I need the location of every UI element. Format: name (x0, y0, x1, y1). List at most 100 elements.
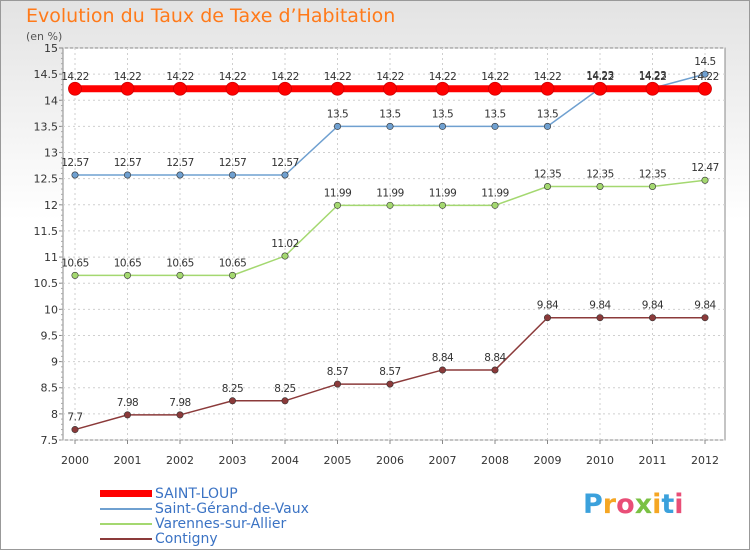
x-tick-label: 2008 (481, 454, 509, 467)
data-label: 7.98 (169, 397, 190, 409)
data-label: 12.35 (586, 169, 614, 181)
x-tick-label: 2012 (691, 454, 719, 467)
legend-label: Saint-Gérand-de-Vaux (155, 500, 309, 517)
data-label: 14.22 (324, 71, 352, 83)
y-tick-label: 14.5 (34, 68, 59, 81)
data-label: 8.57 (379, 366, 400, 378)
x-tick-label: 2004 (271, 454, 299, 467)
data-label: 13.5 (537, 108, 558, 120)
series-point (491, 366, 499, 374)
x-tick-label: 2005 (324, 454, 352, 467)
data-label: 14.22 (481, 71, 509, 83)
data-label: 14.22 (166, 71, 194, 83)
y-tick-label: 7.5 (41, 434, 59, 447)
data-label: 14.22 (61, 71, 89, 83)
y-tick-label: 11.5 (34, 225, 59, 238)
series-point (225, 81, 240, 96)
series-point (229, 171, 237, 179)
x-tick-label: 2006 (376, 454, 404, 467)
series-point (333, 380, 341, 388)
y-tick-label: 10 (44, 303, 58, 316)
data-label: 14.22 (114, 71, 142, 83)
y-tick-label: 8 (51, 408, 58, 421)
data-label: 12.57 (61, 157, 89, 169)
series-point (491, 122, 499, 130)
y-tick-label: 15 (44, 42, 58, 55)
data-label: 8.84 (432, 352, 454, 364)
legend-label: SAINT-LOUP (155, 485, 238, 502)
x-tick-label: 2001 (114, 454, 142, 467)
series-point (124, 271, 132, 279)
series-point (176, 271, 184, 279)
series-point (540, 81, 555, 96)
chart-legend: SAINT-LOUP Saint-Gérand-de-Vaux Varennes-s… (100, 485, 309, 547)
plot-area (62, 47, 726, 441)
series-point (71, 271, 79, 279)
data-label: 8.25 (274, 383, 295, 395)
series-point (229, 271, 237, 279)
series-point (124, 411, 132, 419)
series-point (281, 252, 289, 260)
chart-subtitle: (en %) (26, 30, 63, 43)
series-point (438, 366, 446, 374)
data-label: 8.57 (327, 366, 348, 378)
x-tick-label: 2009 (534, 454, 562, 467)
data-label: 12.57 (114, 157, 142, 169)
data-label: 14.22 (534, 71, 562, 83)
data-label: 13.5 (327, 108, 348, 120)
series-point (438, 122, 446, 130)
data-label: 14.22 (586, 71, 614, 83)
x-tick-label: 2003 (219, 454, 247, 467)
data-label: 10.65 (219, 257, 247, 269)
chart-title: Evolution du Taux de Taxe d’Habitation (26, 5, 396, 27)
x-tick-label: 2011 (639, 454, 667, 467)
legend-swatch (100, 507, 152, 510)
data-label: 13.5 (432, 108, 453, 120)
series-point (543, 122, 551, 130)
series-point (701, 176, 709, 184)
y-tick-label: 12 (44, 199, 58, 212)
series-point (333, 122, 341, 130)
data-label: 12.35 (639, 169, 667, 181)
series-point (71, 171, 79, 179)
series-point (701, 314, 709, 322)
data-label: 9.84 (642, 300, 664, 312)
legend-label: Contigny (155, 530, 218, 547)
y-tick-label: 12.5 (34, 173, 59, 186)
data-label: 14.23 (639, 70, 667, 82)
data-label: 11.99 (324, 187, 352, 199)
series-point (648, 183, 656, 191)
y-tick-label: 9 (51, 356, 58, 369)
series-point (124, 171, 132, 179)
data-label: 7.98 (117, 397, 138, 409)
legend-item: Saint-Gérand-de-Vaux (100, 500, 309, 517)
legend-label: Varennes-sur-Allier (155, 515, 287, 532)
series-point (435, 81, 450, 96)
legend-swatch (100, 490, 152, 497)
series-point (543, 183, 551, 191)
data-label: 7.7 (67, 412, 82, 424)
legend-item: Varennes-sur-Allier (100, 515, 309, 532)
data-label: 14.22 (691, 71, 719, 83)
data-label: 11.99 (481, 187, 509, 199)
series-point (438, 201, 446, 209)
series-point (386, 122, 394, 130)
y-tick-label: 13 (44, 147, 58, 160)
legend-item: SAINT-LOUP (100, 485, 309, 502)
series-point (593, 81, 607, 96)
data-label: 9.84 (589, 300, 611, 312)
data-label: 12.57 (219, 157, 247, 169)
series-point (278, 81, 292, 96)
data-label: 12.47 (691, 162, 719, 174)
data-label: 9.84 (694, 300, 716, 312)
series-point (176, 411, 184, 419)
series-point (701, 70, 709, 78)
series-point (645, 81, 660, 96)
data-label: 10.65 (61, 257, 89, 269)
data-label: 10.65 (114, 257, 142, 269)
data-label: 9.84 (537, 300, 559, 312)
legend-swatch (100, 537, 152, 540)
series-point (386, 201, 394, 209)
